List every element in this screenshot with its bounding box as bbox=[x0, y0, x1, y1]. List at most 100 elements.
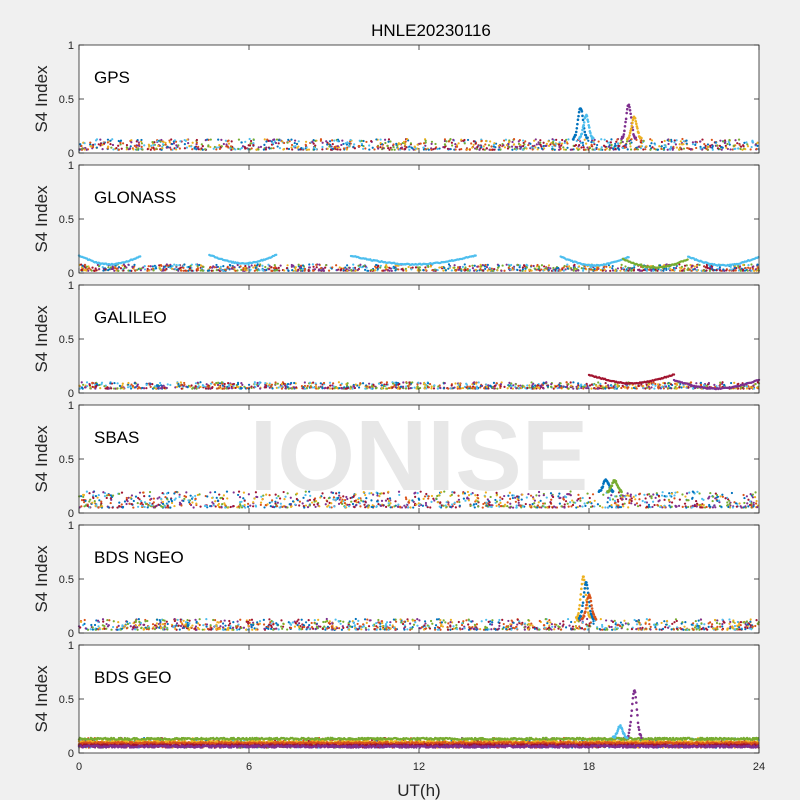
data-point bbox=[714, 506, 717, 509]
data-point bbox=[715, 269, 718, 272]
data-point bbox=[213, 383, 216, 386]
data-point bbox=[245, 387, 249, 390]
data-point bbox=[739, 269, 742, 272]
data-point bbox=[751, 493, 754, 496]
data-point bbox=[88, 384, 91, 387]
data-point bbox=[175, 144, 178, 147]
data-point bbox=[656, 383, 660, 386]
data-point bbox=[152, 497, 155, 500]
data-point bbox=[342, 142, 345, 146]
data-point bbox=[395, 383, 398, 386]
data-point bbox=[474, 142, 477, 145]
data-point bbox=[146, 269, 149, 272]
data-point bbox=[516, 268, 519, 272]
data-point bbox=[587, 139, 590, 142]
data-point bbox=[228, 268, 231, 271]
data-point bbox=[263, 138, 266, 141]
data-point bbox=[455, 145, 459, 148]
data-point bbox=[696, 490, 699, 493]
data-point bbox=[270, 140, 273, 143]
y-axis-label: S4 Index bbox=[32, 65, 51, 133]
data-point bbox=[229, 147, 232, 150]
data-point bbox=[599, 382, 602, 386]
spike-point bbox=[640, 136, 643, 140]
data-point bbox=[126, 146, 129, 149]
data-point bbox=[608, 144, 611, 147]
spike-point bbox=[636, 127, 639, 130]
data-point bbox=[202, 265, 205, 268]
data-point bbox=[322, 269, 326, 272]
data-point bbox=[245, 269, 248, 272]
data-point bbox=[164, 143, 167, 146]
data-point bbox=[609, 141, 612, 144]
data-point bbox=[267, 268, 271, 271]
spike-point bbox=[574, 130, 578, 134]
data-point bbox=[665, 495, 668, 498]
data-point bbox=[542, 382, 545, 385]
data-point bbox=[654, 496, 657, 499]
data-point bbox=[122, 269, 125, 272]
data-point bbox=[634, 498, 637, 501]
data-point bbox=[97, 143, 100, 146]
data-point bbox=[543, 147, 546, 150]
data-point bbox=[739, 145, 743, 148]
data-point bbox=[168, 139, 171, 142]
data-point bbox=[444, 269, 448, 272]
data-point bbox=[185, 146, 189, 149]
data-point bbox=[546, 385, 550, 388]
y-axis-label: S4 Index bbox=[32, 305, 51, 373]
data-point bbox=[609, 146, 612, 150]
data-point bbox=[149, 265, 152, 268]
data-point bbox=[130, 383, 133, 386]
data-point bbox=[287, 138, 290, 141]
data-point bbox=[729, 148, 732, 151]
data-point bbox=[238, 496, 242, 499]
data-point bbox=[719, 383, 722, 386]
data-point bbox=[80, 144, 83, 148]
data-point bbox=[163, 505, 166, 508]
arc-point bbox=[139, 255, 142, 258]
data-point bbox=[693, 265, 696, 268]
data-point bbox=[223, 502, 226, 505]
data-point bbox=[716, 144, 719, 147]
data-point bbox=[678, 386, 681, 389]
data-point bbox=[436, 147, 439, 151]
data-point bbox=[699, 381, 703, 384]
data-point bbox=[611, 269, 615, 272]
data-point bbox=[239, 387, 243, 390]
data-point bbox=[572, 387, 575, 390]
data-point bbox=[666, 148, 669, 151]
data-point bbox=[416, 385, 419, 388]
data-point bbox=[308, 381, 312, 384]
data-point bbox=[87, 269, 90, 272]
data-point bbox=[619, 269, 622, 272]
data-point bbox=[187, 142, 190, 145]
data-point bbox=[198, 493, 201, 496]
data-point bbox=[387, 386, 391, 390]
data-point bbox=[274, 269, 277, 272]
data-point bbox=[206, 385, 209, 388]
data-point bbox=[80, 381, 83, 384]
spike-point bbox=[587, 126, 591, 129]
data-point bbox=[107, 387, 110, 390]
data-point bbox=[404, 387, 408, 390]
data-point bbox=[351, 387, 354, 390]
data-point bbox=[596, 503, 600, 506]
data-point bbox=[518, 264, 522, 267]
data-point bbox=[658, 499, 661, 502]
data-point bbox=[540, 147, 544, 150]
data-point bbox=[460, 147, 463, 151]
data-point bbox=[183, 147, 187, 150]
data-point bbox=[340, 143, 343, 147]
data-point bbox=[312, 142, 315, 145]
data-point bbox=[472, 140, 475, 143]
data-point bbox=[97, 493, 100, 497]
spike-point bbox=[576, 118, 580, 122]
data-point bbox=[629, 142, 632, 145]
data-point bbox=[473, 264, 476, 267]
spike-point bbox=[582, 124, 585, 127]
data-point bbox=[466, 138, 470, 142]
data-point bbox=[547, 268, 550, 272]
data-point bbox=[206, 138, 209, 141]
data-point bbox=[348, 142, 351, 145]
